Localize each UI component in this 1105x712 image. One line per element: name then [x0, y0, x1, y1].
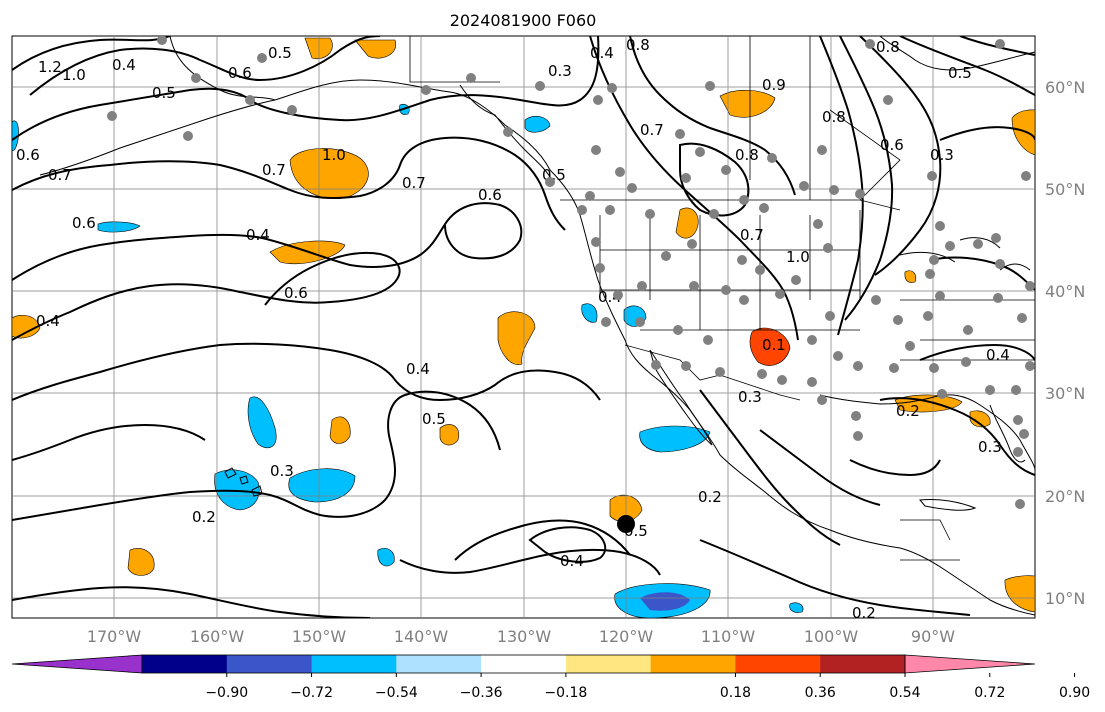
colorbar-tick-label: −0.72: [290, 685, 333, 701]
colorbar-segment: [226, 655, 313, 673]
colorbar-segment: [820, 655, 906, 673]
contour-label: 0.3: [978, 438, 1002, 456]
latitude-labels: 60°N 50°N 40°N 30°N 20°N 10°N: [1045, 78, 1085, 608]
colorbar-tick-label: 0.54: [889, 685, 920, 701]
lon-label: 100°W: [804, 627, 859, 646]
contour-label: 0.8: [735, 146, 759, 164]
colorbar: −0.90 −0.72 −0.54 −0.36 −0.18 0.18 0.36 0.54 0.7…: [11, 654, 1090, 701]
map-panel: 1.2 1.0 0.5 0.6 0.5 0.3 0.4 0.8 0.9 0.8 …: [11, 35, 1036, 622]
colorbar-extend-min: [11, 654, 143, 674]
colorbar-segment: [650, 655, 736, 673]
lon-label: 90°W: [911, 627, 955, 646]
lon-label: 170°W: [87, 627, 142, 646]
colorbar-segment: [311, 655, 397, 673]
contour-label: 0.3: [270, 462, 294, 480]
contour-label: 0.1: [762, 336, 786, 354]
lon-label: 150°W: [292, 627, 347, 646]
contour-label: 1.0: [322, 146, 346, 164]
lon-label: 140°W: [394, 627, 449, 646]
contour-label: 0.4: [36, 312, 60, 330]
contour-label: 0.8: [822, 108, 846, 126]
colorbar-tick-label: −0.18: [544, 685, 587, 701]
colorbar-tick-label: 0.90: [1059, 685, 1090, 701]
contour-label: 0.4: [406, 360, 430, 378]
contour-label: 0.8: [626, 36, 650, 54]
lat-label: 20°N: [1045, 487, 1085, 506]
contour-label: 0.7: [402, 174, 426, 192]
contour-label: 0.6: [72, 214, 96, 232]
lat-label: 60°N: [1045, 78, 1085, 97]
contour-label: 0.3: [930, 146, 954, 164]
contour-label: 0.4: [246, 226, 270, 244]
lat-label: 40°N: [1045, 282, 1085, 301]
longitude-labels: 170°W 160°W 150°W 140°W 130°W 120°W 110°…: [87, 627, 955, 646]
contour-label: 0.6: [880, 136, 904, 154]
lon-label: 110°W: [701, 627, 756, 646]
contour-lines: [12, 36, 1035, 618]
lat-label: 30°N: [1045, 384, 1085, 403]
contour-label: 0.2: [192, 508, 216, 526]
colorbar-segments: [11, 654, 1036, 674]
colorbar-segment: [142, 655, 228, 673]
lon-label: 120°W: [599, 627, 654, 646]
map-title: 2024081900 F060: [450, 11, 597, 30]
contour-label: 0.2: [698, 488, 722, 506]
lon-label: 160°W: [190, 627, 245, 646]
colorbar-segment: [481, 655, 567, 673]
contour-label: 0.5: [152, 84, 176, 102]
storm-center-marker: [617, 515, 635, 533]
contour-label: 0.6: [284, 284, 308, 302]
contour-value-labels: 1.2 1.0 0.5 0.6 0.5 0.3 0.4 0.8 0.9 0.8 …: [16, 36, 1010, 622]
colorbar-tick-label: 0.72: [974, 685, 1005, 701]
negative-anomaly-shading: [12, 103, 804, 618]
coastlines: [39, 36, 1035, 616]
contour-label: 0.5: [268, 44, 292, 62]
lon-label: 130°W: [497, 627, 552, 646]
contour-label: 0.3: [548, 62, 572, 80]
contour-label: 0.7: [640, 121, 664, 139]
lat-label: 50°N: [1045, 180, 1085, 199]
colorbar-tick-label: 0.36: [805, 685, 836, 701]
contour-label: 0.4: [560, 552, 584, 570]
contour-label: 0.7: [740, 226, 764, 244]
colorbar-segment: [565, 655, 652, 673]
colorbar-segment: [735, 655, 821, 673]
colorbar-tick-label: 0.18: [720, 685, 751, 701]
contour-label: 0.8: [876, 38, 900, 56]
colorbar-extend-max: [904, 654, 1036, 674]
contour-label: 1.2: [38, 58, 62, 76]
colorbar-tick-label: −0.54: [375, 685, 418, 701]
contour-label: 0.2: [896, 402, 920, 420]
colorbar-ticks: −0.90 −0.72 −0.54 −0.36 −0.18 0.18 0.36 0.54 0.7…: [205, 673, 1090, 701]
contour-label: 1.0: [62, 66, 86, 84]
contour-label: 0.4: [112, 56, 136, 74]
colorbar-segment: [396, 655, 482, 673]
contour-label: 0.7: [48, 166, 72, 184]
contour-label: 0.4: [986, 346, 1010, 364]
colorbar-frame: [141, 654, 906, 674]
contour-label: 0.6: [16, 146, 40, 164]
contour-label: 0.7: [262, 161, 286, 179]
contour-label: 0.5: [948, 64, 972, 82]
colorbar-tick-label: −0.36: [460, 685, 503, 701]
lat-label: 10°N: [1045, 589, 1085, 608]
positive-anomaly-shading: [12, 37, 1035, 613]
strong-negative-anomaly-shading: [640, 592, 690, 611]
contour-label: 1.0: [786, 248, 810, 266]
contour-label: 0.2: [852, 604, 876, 622]
contour-label: 0.6: [478, 186, 502, 204]
contour-label: 0.9: [762, 76, 786, 94]
contour-label: 0.6: [228, 64, 252, 82]
station-markers: [107, 36, 1035, 509]
contour-label: 0.3: [738, 388, 762, 406]
contour-label: 0.4: [590, 44, 614, 62]
colorbar-tick-label: −0.90: [205, 685, 248, 701]
contour-label: 0.5: [422, 410, 446, 428]
